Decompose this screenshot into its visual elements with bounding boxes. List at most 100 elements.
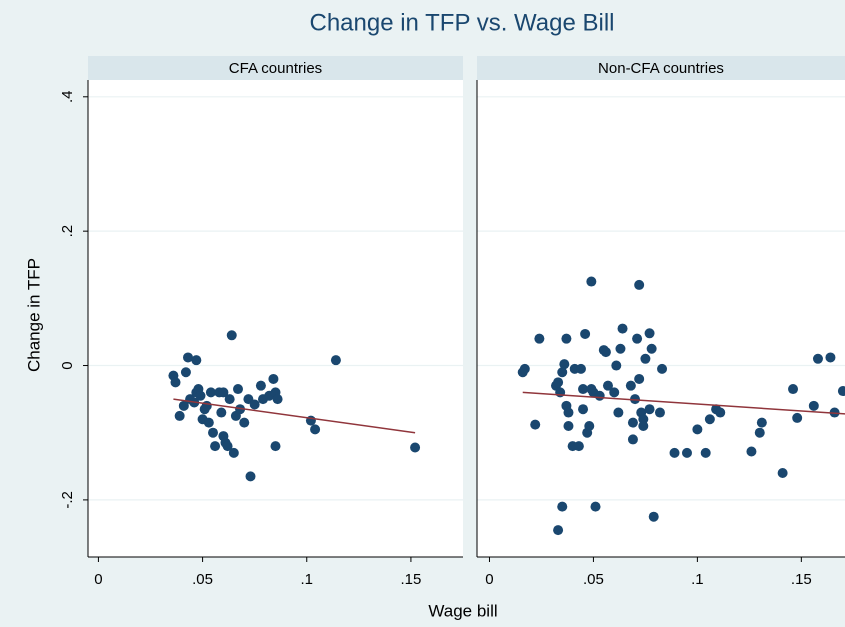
point xyxy=(792,412,803,423)
point xyxy=(590,501,601,512)
point xyxy=(559,359,570,370)
point xyxy=(654,407,665,418)
x-tick-label: .05 xyxy=(583,571,604,588)
point xyxy=(174,410,185,421)
point xyxy=(644,328,655,339)
point xyxy=(700,447,711,458)
point xyxy=(563,407,574,418)
x-tick-label: .05 xyxy=(192,571,213,588)
x-tick-label: .15 xyxy=(400,571,421,588)
point xyxy=(617,323,628,334)
point xyxy=(754,427,765,438)
y-axis-label: Change in TFP xyxy=(24,258,43,372)
point xyxy=(245,471,256,482)
point xyxy=(715,407,726,418)
plot-area xyxy=(477,80,845,557)
x-tick-label: 0 xyxy=(485,571,493,588)
point xyxy=(808,400,819,411)
point xyxy=(255,380,266,391)
strip xyxy=(477,56,845,80)
plot-area xyxy=(88,80,463,557)
x-tick-label: .1 xyxy=(691,571,704,588)
point xyxy=(788,384,799,395)
chart-title: Change in TFP vs. Wage Bill xyxy=(309,9,614,36)
point xyxy=(208,427,218,438)
point xyxy=(216,407,227,418)
point xyxy=(210,441,221,452)
panel-title: Non-CFA countries xyxy=(598,60,724,77)
fit-line xyxy=(522,391,845,415)
point xyxy=(563,420,574,431)
point xyxy=(692,424,703,435)
point xyxy=(553,377,564,388)
point xyxy=(812,353,823,364)
strip xyxy=(88,56,463,80)
y-tick-label: .4 xyxy=(59,91,76,104)
point xyxy=(640,353,651,364)
point xyxy=(561,333,572,344)
point xyxy=(270,441,281,452)
point xyxy=(233,384,243,395)
point xyxy=(681,447,692,458)
point xyxy=(195,390,206,401)
point xyxy=(638,420,649,431)
point xyxy=(222,441,233,452)
point xyxy=(648,511,659,522)
point xyxy=(268,373,279,384)
point xyxy=(646,343,657,354)
point xyxy=(180,367,191,378)
y-tick-label: 0 xyxy=(59,361,76,369)
point xyxy=(272,394,283,405)
point xyxy=(669,447,680,458)
point xyxy=(613,407,624,418)
point xyxy=(657,363,668,374)
y-tick-label: -.2 xyxy=(59,491,76,509)
point xyxy=(627,434,638,445)
point xyxy=(584,420,595,431)
point xyxy=(594,390,605,401)
point xyxy=(205,387,216,398)
point xyxy=(580,328,591,339)
point xyxy=(553,525,564,536)
point xyxy=(634,279,645,290)
point xyxy=(586,276,597,287)
point xyxy=(228,447,239,458)
point xyxy=(634,373,645,384)
point xyxy=(627,417,638,428)
point xyxy=(704,414,715,425)
point xyxy=(330,355,341,366)
point xyxy=(756,417,767,428)
point xyxy=(170,377,181,388)
point xyxy=(410,442,421,453)
point xyxy=(178,400,189,411)
point xyxy=(837,386,845,397)
point xyxy=(239,417,250,428)
point xyxy=(777,468,788,479)
point xyxy=(602,380,613,391)
point xyxy=(310,424,321,435)
point xyxy=(224,394,235,405)
point xyxy=(625,380,636,391)
point xyxy=(557,501,568,512)
point xyxy=(218,387,229,398)
point xyxy=(825,352,836,363)
x-tick-label: 0 xyxy=(94,571,102,588)
point xyxy=(555,387,566,398)
point xyxy=(235,404,246,415)
point xyxy=(578,384,589,395)
point xyxy=(575,363,586,374)
point xyxy=(534,333,545,344)
point xyxy=(203,417,214,428)
point xyxy=(609,387,620,398)
point xyxy=(183,352,193,363)
point xyxy=(557,367,568,378)
fit-line xyxy=(173,398,416,434)
x-axis-label: Wage bill xyxy=(428,601,497,620)
point xyxy=(600,347,611,358)
point xyxy=(519,363,530,374)
point xyxy=(226,330,237,341)
point xyxy=(632,333,643,344)
point xyxy=(644,404,655,415)
point xyxy=(573,441,584,452)
